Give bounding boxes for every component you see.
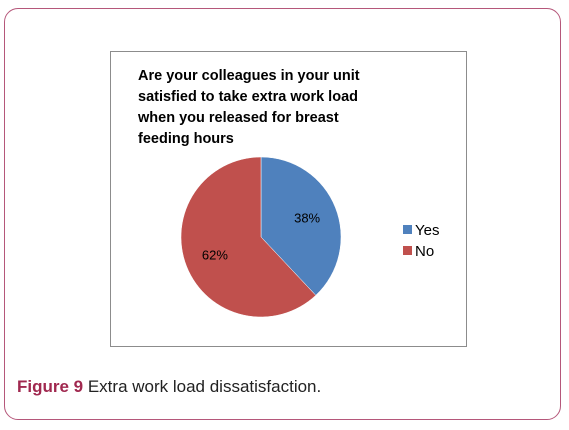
figure-caption: Figure 9 Extra work load dissatisfaction… [17, 377, 321, 397]
pie-slice-no [180, 156, 317, 318]
chart-title: Are your colleagues in your unit satisfi… [138, 68, 360, 147]
legend-swatch-no [403, 246, 412, 255]
legend-label-no: No [415, 243, 434, 260]
figure-card: Are your colleagues in your unit satisfi… [4, 8, 561, 420]
data-label-no: 62% [202, 247, 228, 262]
data-label-yes: 38% [294, 211, 320, 226]
pie-chart: 38% 62% Yes No [180, 156, 439, 318]
pie-slice-yes [260, 156, 342, 296]
chart-frame: Are your colleagues in your unit satisfi… [110, 51, 467, 347]
legend-swatch-yes [403, 225, 412, 234]
caption-text: Extra work load dissatisfaction. [83, 377, 322, 396]
legend-label-yes: Yes [415, 222, 439, 239]
figure-number: Figure 9 [17, 377, 84, 396]
